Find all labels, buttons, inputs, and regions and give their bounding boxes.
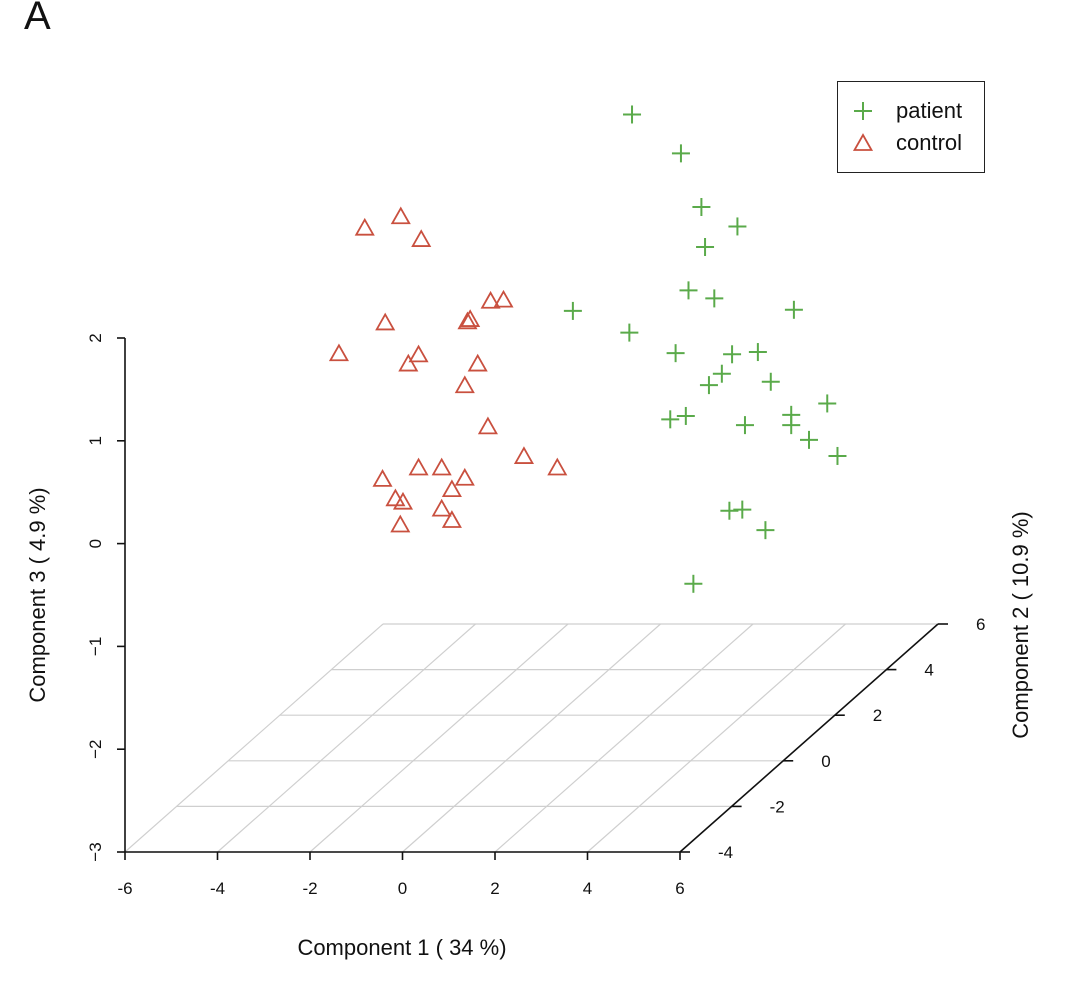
patient-point: [679, 281, 698, 300]
control-point: [390, 514, 411, 533]
grid-line: [587, 623, 846, 853]
control-point: [375, 312, 396, 331]
patient-point: [818, 394, 837, 413]
patient-point: [705, 289, 724, 308]
control-point: [477, 416, 498, 435]
legend-label-patient: patient: [896, 98, 963, 123]
control-point: [431, 457, 452, 476]
control-point: [467, 353, 488, 372]
data-points: [328, 105, 847, 593]
patient-point: [723, 345, 742, 364]
x-tick-label: -2: [302, 879, 317, 898]
patient-point: [728, 217, 747, 236]
patient-point: [712, 364, 731, 383]
patient-point: [800, 430, 818, 449]
control-point: [454, 467, 475, 486]
y-axis-line: [679, 623, 939, 853]
patient-point: [620, 323, 639, 342]
control-point: [408, 344, 429, 363]
patient-point: [692, 198, 711, 216]
x-tick-label: -4: [210, 879, 225, 898]
z-tick-label: 2: [86, 333, 105, 342]
legend-item-control: control: [852, 128, 962, 158]
grid-line: [124, 623, 384, 853]
control-point: [480, 290, 501, 309]
patient-point: [661, 410, 680, 429]
patient-point: [784, 300, 803, 319]
z-tick-label: 1: [86, 436, 105, 445]
control-point: [328, 343, 349, 362]
control-point: [390, 206, 411, 225]
patient-point: [666, 344, 685, 363]
patient-point: [782, 405, 801, 424]
x-tick-label: 4: [583, 879, 592, 898]
patient-point: [699, 376, 718, 395]
control-point: [547, 457, 568, 476]
control-point: [457, 311, 478, 330]
z-tick-label: −2: [86, 740, 105, 759]
x-tick-label: -6: [117, 879, 132, 898]
legend-item-patient: patient: [852, 96, 962, 126]
control-point: [460, 309, 481, 327]
control-point: [408, 457, 429, 476]
z-axis-label: Component 3 ( 4.9 %): [25, 487, 50, 702]
y-tick-label: -4: [718, 843, 733, 862]
legend: patient control: [837, 81, 985, 173]
control-point: [372, 469, 393, 487]
x-tick-label: 2: [490, 879, 499, 898]
control-point: [454, 375, 475, 394]
control-point: [431, 498, 452, 517]
grid-line: [402, 623, 661, 853]
tick-labels: -6 -4 -2 0 2 4 6 -4 -2 0 2 4 6 −3 −2 −1 0 1 2: [86, 333, 985, 898]
z-tick-label: −3: [86, 842, 105, 861]
y-tick-label: 6: [976, 615, 985, 634]
grid-line: [309, 623, 569, 853]
patient-point: [761, 372, 780, 391]
patient-point: [756, 521, 775, 540]
patient-point: [623, 105, 642, 124]
x-axis-label: Component 1 ( 34 %): [297, 935, 506, 960]
control-point: [441, 479, 462, 498]
y-axis-label: Component 2 ( 10.9 %): [1008, 511, 1033, 738]
patient-point: [696, 238, 715, 256]
z-tick-label: −1: [86, 637, 105, 656]
z-tick-label: 0: [86, 539, 105, 548]
patient-point: [720, 501, 739, 520]
grid-line: [217, 623, 476, 853]
x-tick-label: 0: [398, 879, 407, 898]
legend-label-control: control: [896, 130, 963, 155]
patient-point: [563, 301, 582, 320]
patient-point: [828, 446, 847, 465]
patient-point: [671, 144, 690, 163]
panel-label: A: [24, 0, 51, 38]
floor-grid: [124, 623, 939, 853]
control-point: [441, 510, 462, 528]
y-tick-label: 4: [924, 661, 933, 680]
control-point: [392, 491, 414, 510]
patient-point: [733, 500, 752, 519]
y-tick-label: 2: [873, 706, 882, 725]
control-point: [398, 353, 419, 372]
y-tick-label: 0: [821, 752, 830, 771]
grid-line: [494, 623, 754, 853]
patient-point: [676, 406, 695, 425]
plus-marker-icon: [854, 102, 872, 120]
patient-point: [684, 574, 703, 593]
control-point: [493, 289, 514, 308]
y-tick-label: -2: [770, 797, 785, 816]
control-point: [411, 229, 432, 247]
patient-point: [735, 416, 754, 435]
control-point: [513, 446, 534, 464]
triangle-marker-icon: [852, 133, 874, 151]
x-tick-label: 6: [675, 879, 684, 898]
axes: [117, 337, 948, 860]
control-point: [354, 217, 375, 236]
patient-point: [748, 343, 767, 362]
